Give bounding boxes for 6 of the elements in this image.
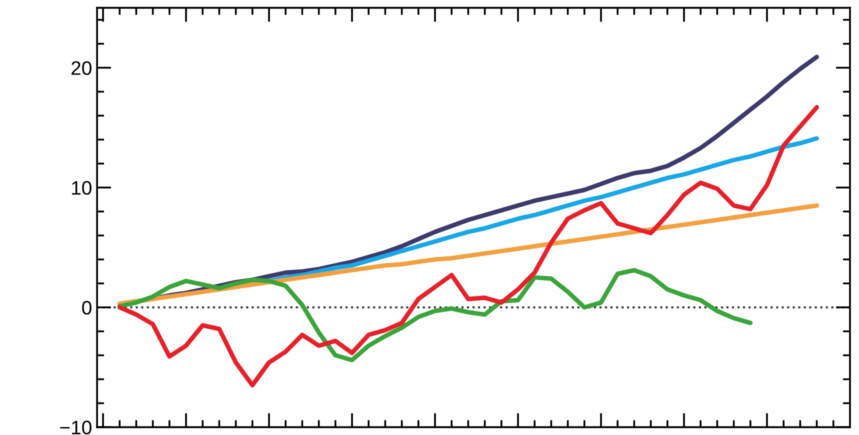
line-series	[117, 105, 820, 388]
line-series	[117, 268, 753, 362]
y-tick-label: 20	[72, 61, 92, 75]
y-tick-label: −10	[60, 420, 92, 434]
y-tick-label: 0	[82, 300, 92, 315]
y-tick-label: 10	[72, 181, 92, 195]
